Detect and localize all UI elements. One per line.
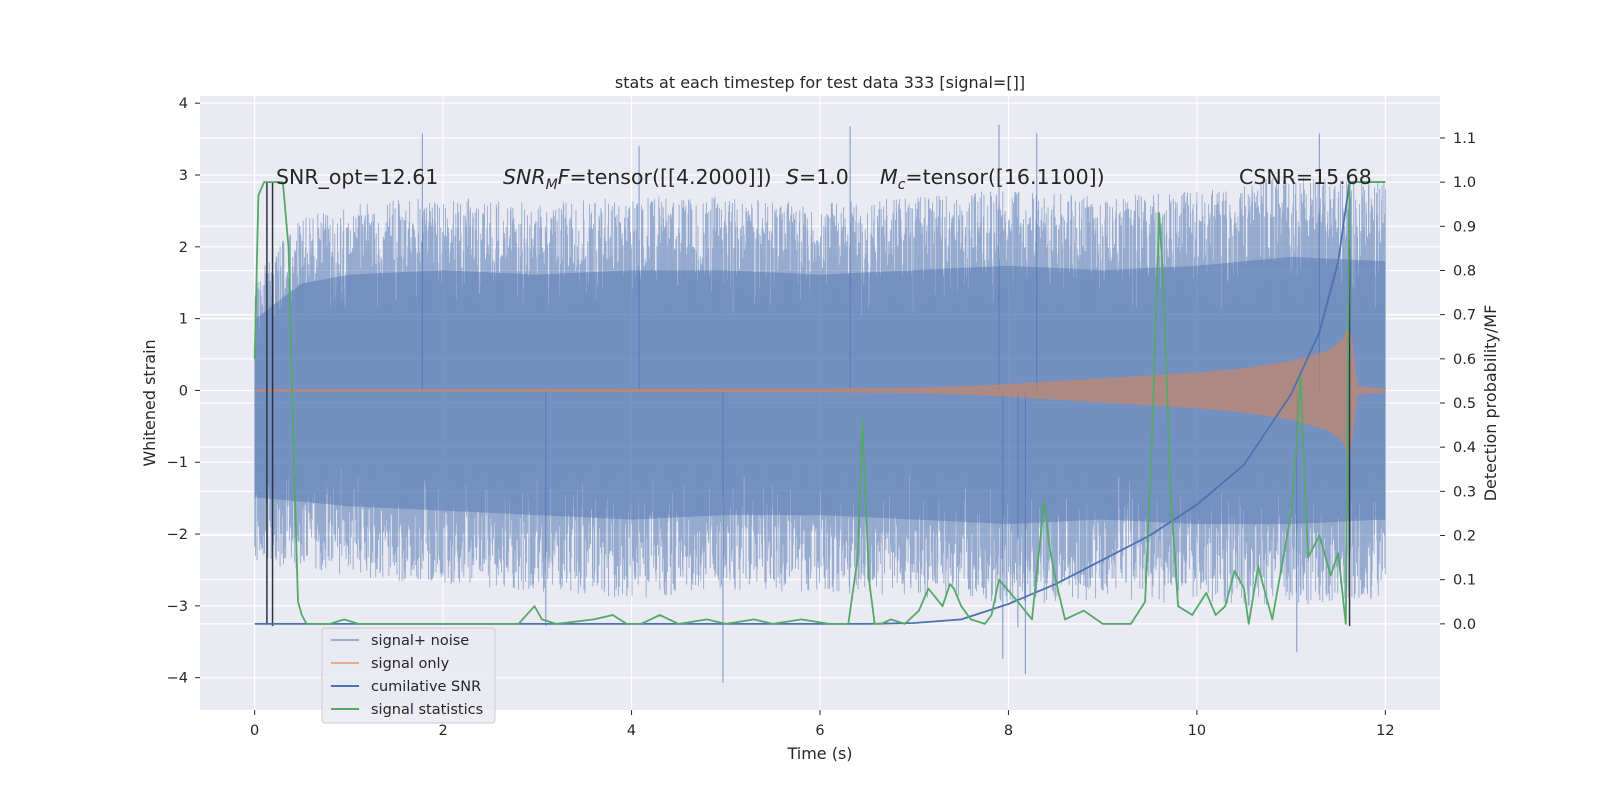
annotation-snr-mf-italic: F (558, 165, 571, 189)
y-tick-label-left: −1 (167, 455, 188, 471)
y-tick-label-right: 1.1 (1453, 131, 1476, 147)
chart-title: stats at each timestep for test data 333… (615, 73, 1025, 92)
y-tick-label-left: 3 (179, 168, 188, 184)
y-tick-label-left: 0 (179, 383, 188, 399)
y-tick-label-left: 1 (179, 312, 188, 328)
y-tick-label-right: 0.1 (1453, 573, 1476, 589)
legend-label-cumulative-snr: cumilative SNR (371, 679, 481, 695)
legend-label-signal-only: signal only (371, 656, 450, 672)
y-tick-label-right: 0.8 (1453, 263, 1476, 279)
y-tick-label-right: 0.0 (1453, 617, 1476, 633)
annotation-s-rest: =1.0 (799, 165, 849, 189)
annotation-snr-mf-sub: M (546, 177, 558, 193)
legend-label-signal-statistics: signal statistics (371, 702, 483, 718)
annotation-snr-opt: SNR_opt=12.61 (276, 165, 438, 190)
legend-label-signal-noise: signal+ noise (371, 633, 469, 649)
y-tick-label-left: −4 (167, 671, 188, 687)
y-tick-label-right: 0.7 (1453, 308, 1476, 324)
y-tick-label-left: 4 (179, 96, 188, 112)
y-tick-label-left: 2 (179, 240, 188, 256)
plot-layers (253, 124, 1386, 683)
y-tick-label-right: 0.4 (1453, 440, 1476, 456)
annotation-snr-mf-prefix: SNR (503, 165, 546, 189)
y-axis-label-left: Whitened strain (140, 339, 159, 466)
y-axis-label-right: Detection probability/MF (1481, 305, 1500, 502)
annotation-s-italic: S (786, 165, 799, 189)
x-tick-label: 8 (1004, 723, 1013, 739)
annotation-s: S=1.0 (786, 165, 849, 189)
x-axis-label: Time (s) (786, 744, 852, 763)
y-tick-label-left: −2 (167, 527, 188, 543)
annotation-snr-mf-rest: =tensor([[4.2000]]) (569, 165, 771, 189)
annotation-mc-italic: M (880, 165, 898, 189)
x-tick-label: 4 (627, 723, 636, 739)
series-signal-only (254, 323, 1386, 458)
legend-box (321, 627, 496, 724)
axes: 0 2 4 6 8 10 1243210−1−2−3−41.11.00.90.80.70.6… (167, 96, 1476, 739)
series-cumulative-snr (254, 181, 1386, 625)
x-tick-label: 0 (250, 723, 259, 739)
x-tick-label: 2 (438, 723, 447, 739)
x-tick-label: 10 (1188, 723, 1206, 739)
annotation-csnr: CSNR=15.68 (1239, 165, 1372, 189)
y-tick-label-right: 0.2 (1453, 529, 1476, 545)
x-tick-label: 6 (815, 723, 824, 739)
y-tick-label-right: 1.0 (1453, 175, 1476, 191)
annotation-snr-mf: SNRMF=tensor([[4.2000]]) (503, 165, 772, 193)
series-signal-statistics (253, 181, 1386, 625)
y-tick-label-right: 0.3 (1453, 484, 1476, 500)
x-tick-label: 12 (1376, 723, 1394, 739)
y-tick-label-right: 0.9 (1453, 219, 1476, 235)
y-tick-label-right: 0.5 (1453, 396, 1476, 412)
annotation-mc: Mc=tensor([16.1100]) (880, 165, 1105, 193)
legend: signal+ noise signal only cumilative SNR… (321, 627, 496, 724)
y-tick-label-right: 0.6 (1453, 352, 1476, 368)
annotation-mc-rest: =tensor([16.1100]) (905, 165, 1104, 189)
y-tick-label-left: −3 (167, 599, 188, 615)
annotation-mc-sub: c (898, 177, 906, 193)
